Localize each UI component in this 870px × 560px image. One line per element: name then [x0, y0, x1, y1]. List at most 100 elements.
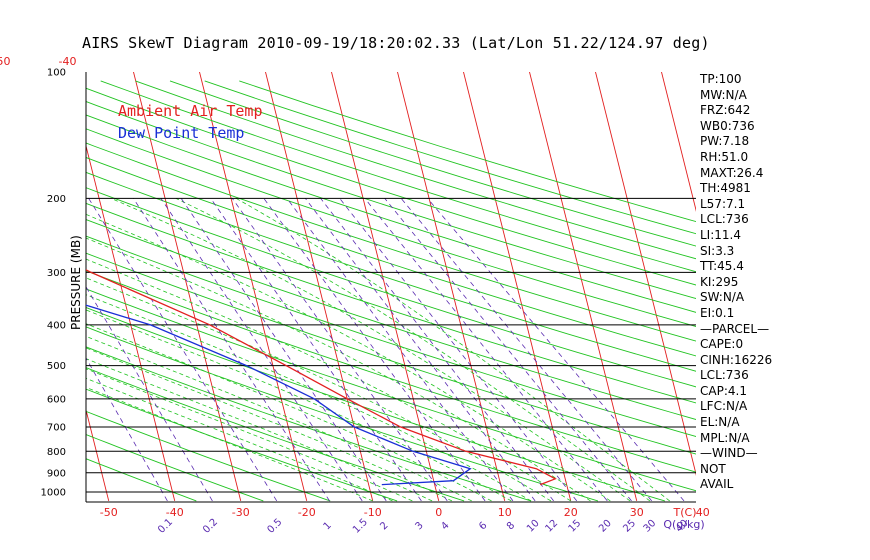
moist-adiabat-line: [86, 368, 413, 502]
mixing-ratio-tick-label: 10: [525, 518, 542, 535]
stability-index-item: SW:N/A: [700, 290, 745, 305]
pressure-tick-label: 100: [47, 68, 66, 79]
y-axis-label: PRESSURE (MB): [69, 235, 83, 330]
mixing-ratio-line: [320, 198, 554, 502]
dry-adiabat-line: [86, 101, 696, 299]
pressure-tick-label: 600: [47, 394, 66, 405]
stability-index-item: TH:4981: [700, 181, 751, 196]
mixing-ratio-line: [305, 198, 536, 502]
stability-index-item: EL:N/A: [700, 415, 740, 430]
dry-adiabat-line: [86, 388, 398, 502]
stability-index-item: —WIND—: [700, 446, 758, 461]
dry-adiabat-line: [86, 434, 264, 502]
stability-index-item: CINH:16226: [700, 352, 773, 367]
isotherm-line: [133, 72, 242, 502]
stability-index-item: L57:7.1: [700, 196, 746, 211]
dry-adiabat-line: [135, 80, 696, 260]
isobar-lines: [85, 72, 696, 503]
mixing-ratio-line: [286, 198, 514, 502]
stability-index-item: MAXT:26.4: [700, 165, 764, 180]
pressure-tick-label: 300: [47, 268, 66, 279]
pressure-tick-label: 200: [47, 194, 66, 205]
pressure-tick-label: 1000: [41, 488, 66, 499]
ambient-air-temp-line: [86, 269, 557, 486]
stability-index-item: WB0:736: [700, 118, 755, 133]
bottom-temp-tick-label: 30: [630, 506, 644, 519]
mixing-ratio-line: [364, 198, 608, 502]
isotherm-line: [463, 72, 572, 502]
pressure-tick-label: 800: [47, 447, 66, 458]
bottom-temp-tick-label: 40: [696, 506, 710, 519]
bottom-temp-tick-label: -20: [298, 506, 316, 519]
mixing-ratio-tick-label: 0.1: [156, 517, 175, 536]
bottom-temp-tick-label: 0: [435, 506, 442, 519]
mixing-ratio-line: [160, 198, 363, 502]
stability-index-item: FRZ:642: [700, 103, 751, 118]
dew-point-temp-line: [86, 304, 472, 486]
legend-dew-point-temp: Dew Point Temp: [118, 124, 245, 142]
dry-adiabat-line: [86, 171, 696, 372]
mixing-ratio-line: [384, 198, 632, 502]
mixing-ratio-line: [88, 198, 278, 502]
stability-index-item: TP:100: [700, 72, 742, 86]
stability-index-item: MPL:N/A: [700, 430, 750, 445]
moist-adiabat-line: [86, 277, 552, 502]
top-temp-tick-label: -50: [0, 55, 10, 68]
isotherm-line: [86, 144, 176, 502]
moist-adiabat-line: [86, 347, 453, 502]
dry-adiabat-line: [86, 114, 696, 313]
isotherm-line: [661, 72, 696, 212]
dry-adiabat-line: [86, 202, 696, 404]
pressure-tick-label: 500: [47, 361, 66, 372]
stability-index-list: TP:100 MW:N/A FRZ:642 WB0:736 PW:7.18 RH:51.0…: [700, 72, 772, 493]
mixing-ratio-tick-label: 15: [567, 518, 584, 535]
dry-adiabat-line: [86, 326, 599, 502]
mixing-ratio-line: [400, 198, 652, 502]
x-axis-label: T(C): [673, 506, 697, 519]
mixing-ratio-line: [180, 198, 387, 502]
moist-adiabat-line: [86, 358, 433, 502]
mixing-ratio-tick-label: 8: [505, 520, 517, 532]
bottom-temp-tick-label: 20: [564, 506, 578, 519]
isotherm-line: [265, 72, 374, 502]
isotherm-line: [199, 72, 308, 502]
bottom-temp-tick-label: -10: [364, 506, 382, 519]
dry-adiabat-line: [86, 367, 465, 502]
dry-adiabat-line: [86, 346, 532, 502]
moist-adiabat-line: [86, 258, 571, 502]
isotherm-line: [529, 72, 638, 502]
chart-title: AIRS SkewT Diagram 2010-09-19/18:20:02.3…: [82, 34, 710, 52]
stability-index-item: EI:0.1: [700, 305, 735, 320]
dry-adiabat-line: [86, 142, 696, 342]
mixing-ratio-line: [210, 198, 422, 502]
moist-adiabat-line: [86, 335, 472, 502]
stability-index-item: LI:11.4: [700, 227, 741, 242]
dry-adiabat-line: [86, 235, 696, 437]
top-temp-tick-label: -40: [59, 55, 77, 68]
mixing-ratio-tick-label: 1: [322, 520, 334, 532]
legend-ambient-air-temp: Ambient Air Temp: [118, 102, 263, 120]
isotherm-line: [595, 72, 696, 476]
bottom-temp-tick-label: 10: [498, 506, 512, 519]
mixing-ratio-tick-label: 3: [413, 520, 425, 532]
mixing-ratio-tick-label: 2: [378, 520, 390, 532]
stability-index-item: CAPE:0: [700, 337, 744, 352]
dry-adiabat-line: [86, 270, 696, 473]
dry-adiabat-line: [100, 80, 696, 273]
dry-adiabat-line: [86, 87, 696, 286]
isotherm-line: [86, 408, 110, 502]
mixing-ratio-line: [86, 286, 213, 502]
mixing-ratio-tick-label: 12: [543, 518, 560, 535]
stability-index-item: PW:7.18: [700, 134, 750, 149]
mixing-ratio-tick-label: 30: [642, 518, 659, 535]
mixing-ratio-tick-label: 0.2: [201, 517, 220, 536]
stability-index-item: AVAIL: [700, 477, 734, 492]
moist-adiabat-line: [175, 198, 651, 502]
dry-adiabat-line: [86, 288, 696, 492]
mixing-ratio-axis-label: Q(g/kg): [663, 518, 704, 531]
mixing-ratio-tick-label: 20: [597, 518, 614, 535]
pressure-tick-label: 700: [47, 422, 66, 433]
isotherm-line: [0, 63, 43, 501]
mixing-ratio-line: [339, 198, 578, 502]
